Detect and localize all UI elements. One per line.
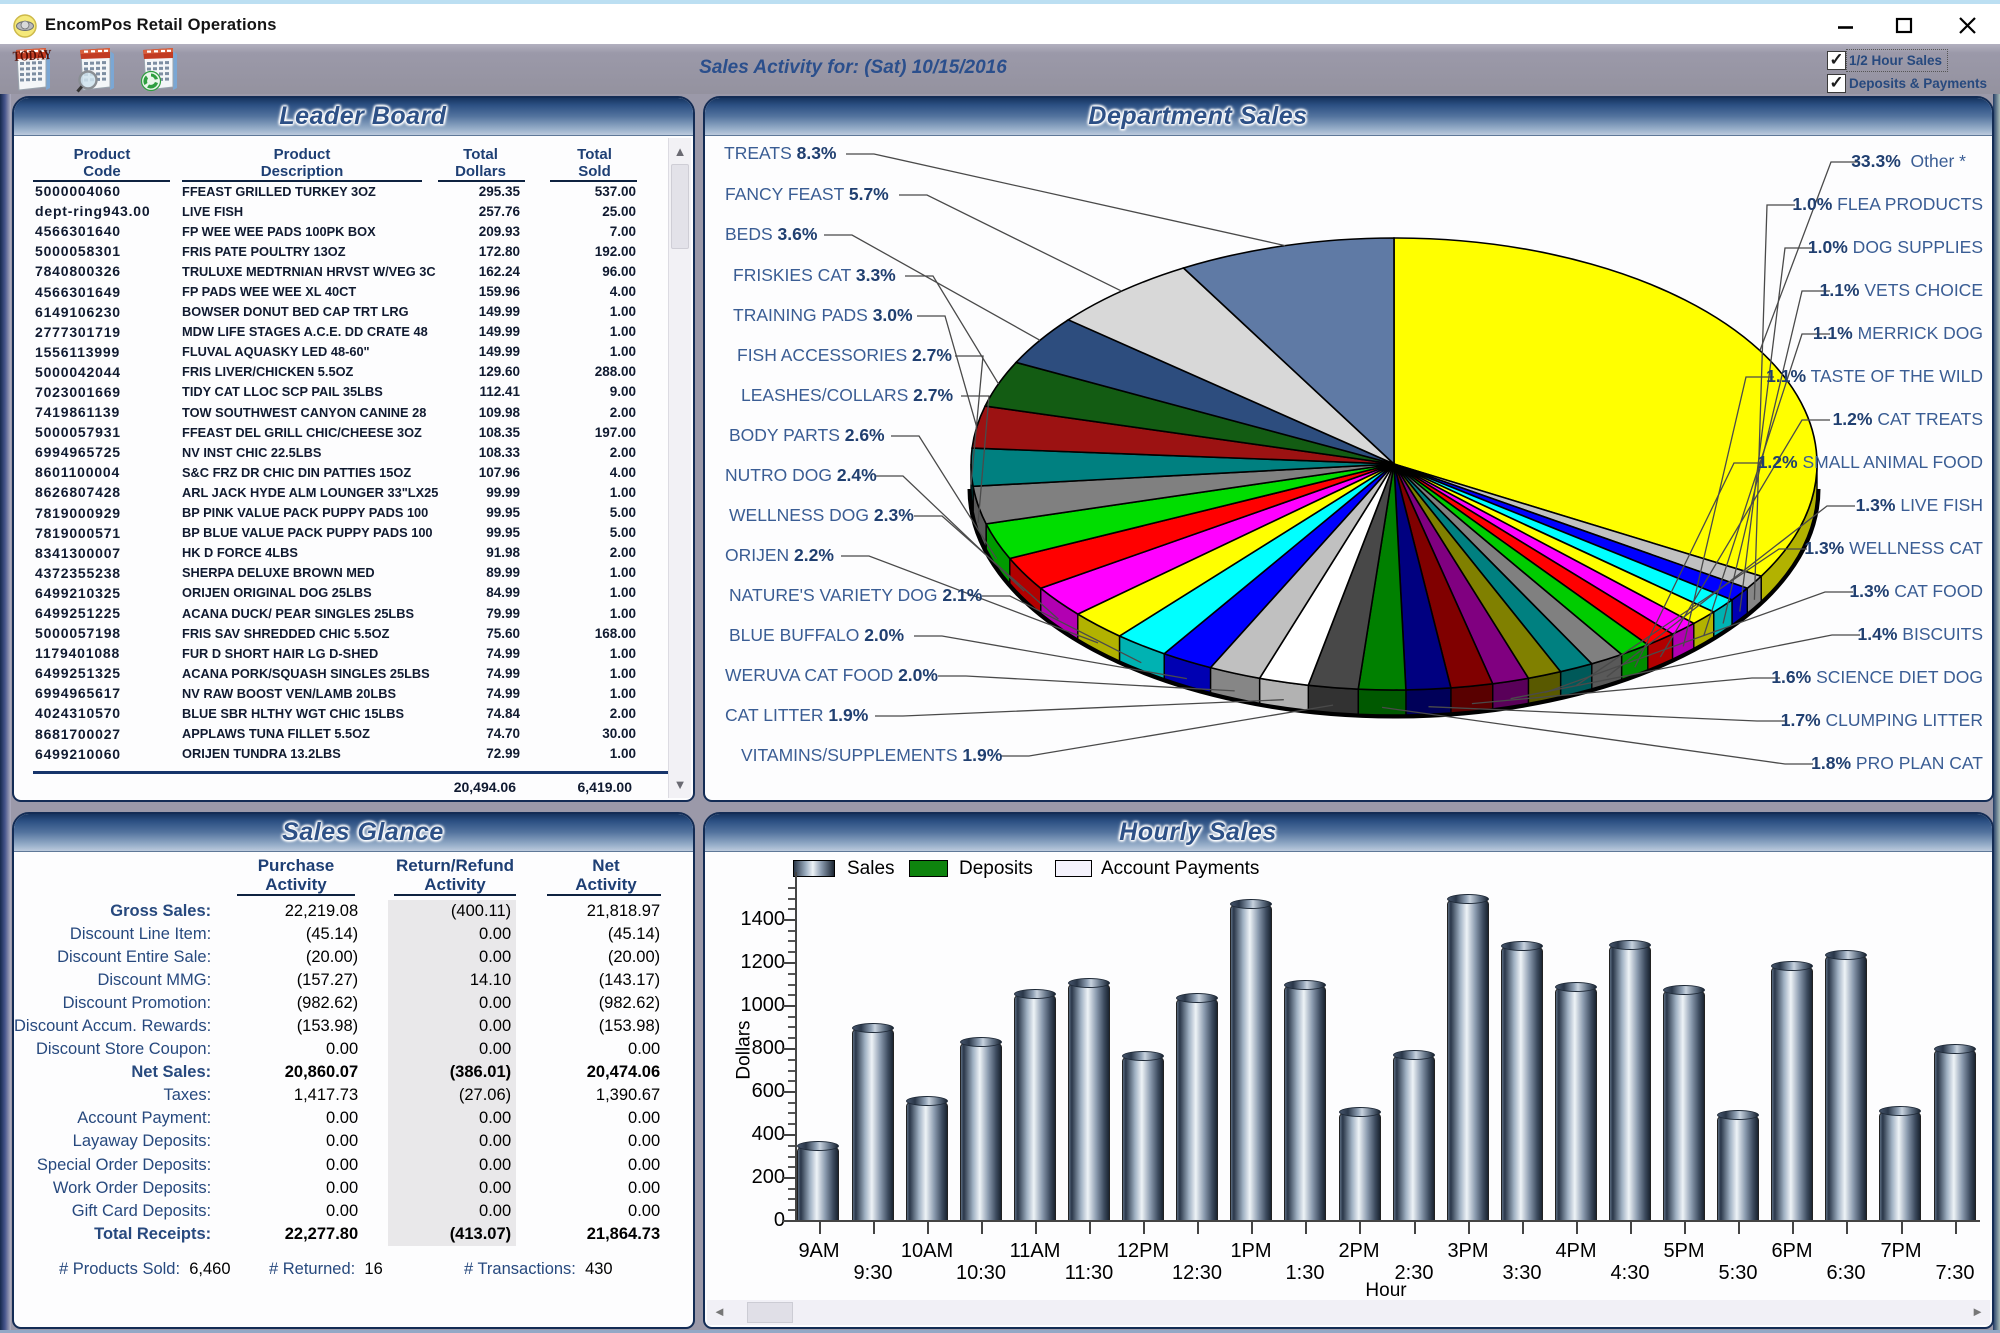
svg-text:TODAY: TODAY bbox=[12, 48, 52, 65]
